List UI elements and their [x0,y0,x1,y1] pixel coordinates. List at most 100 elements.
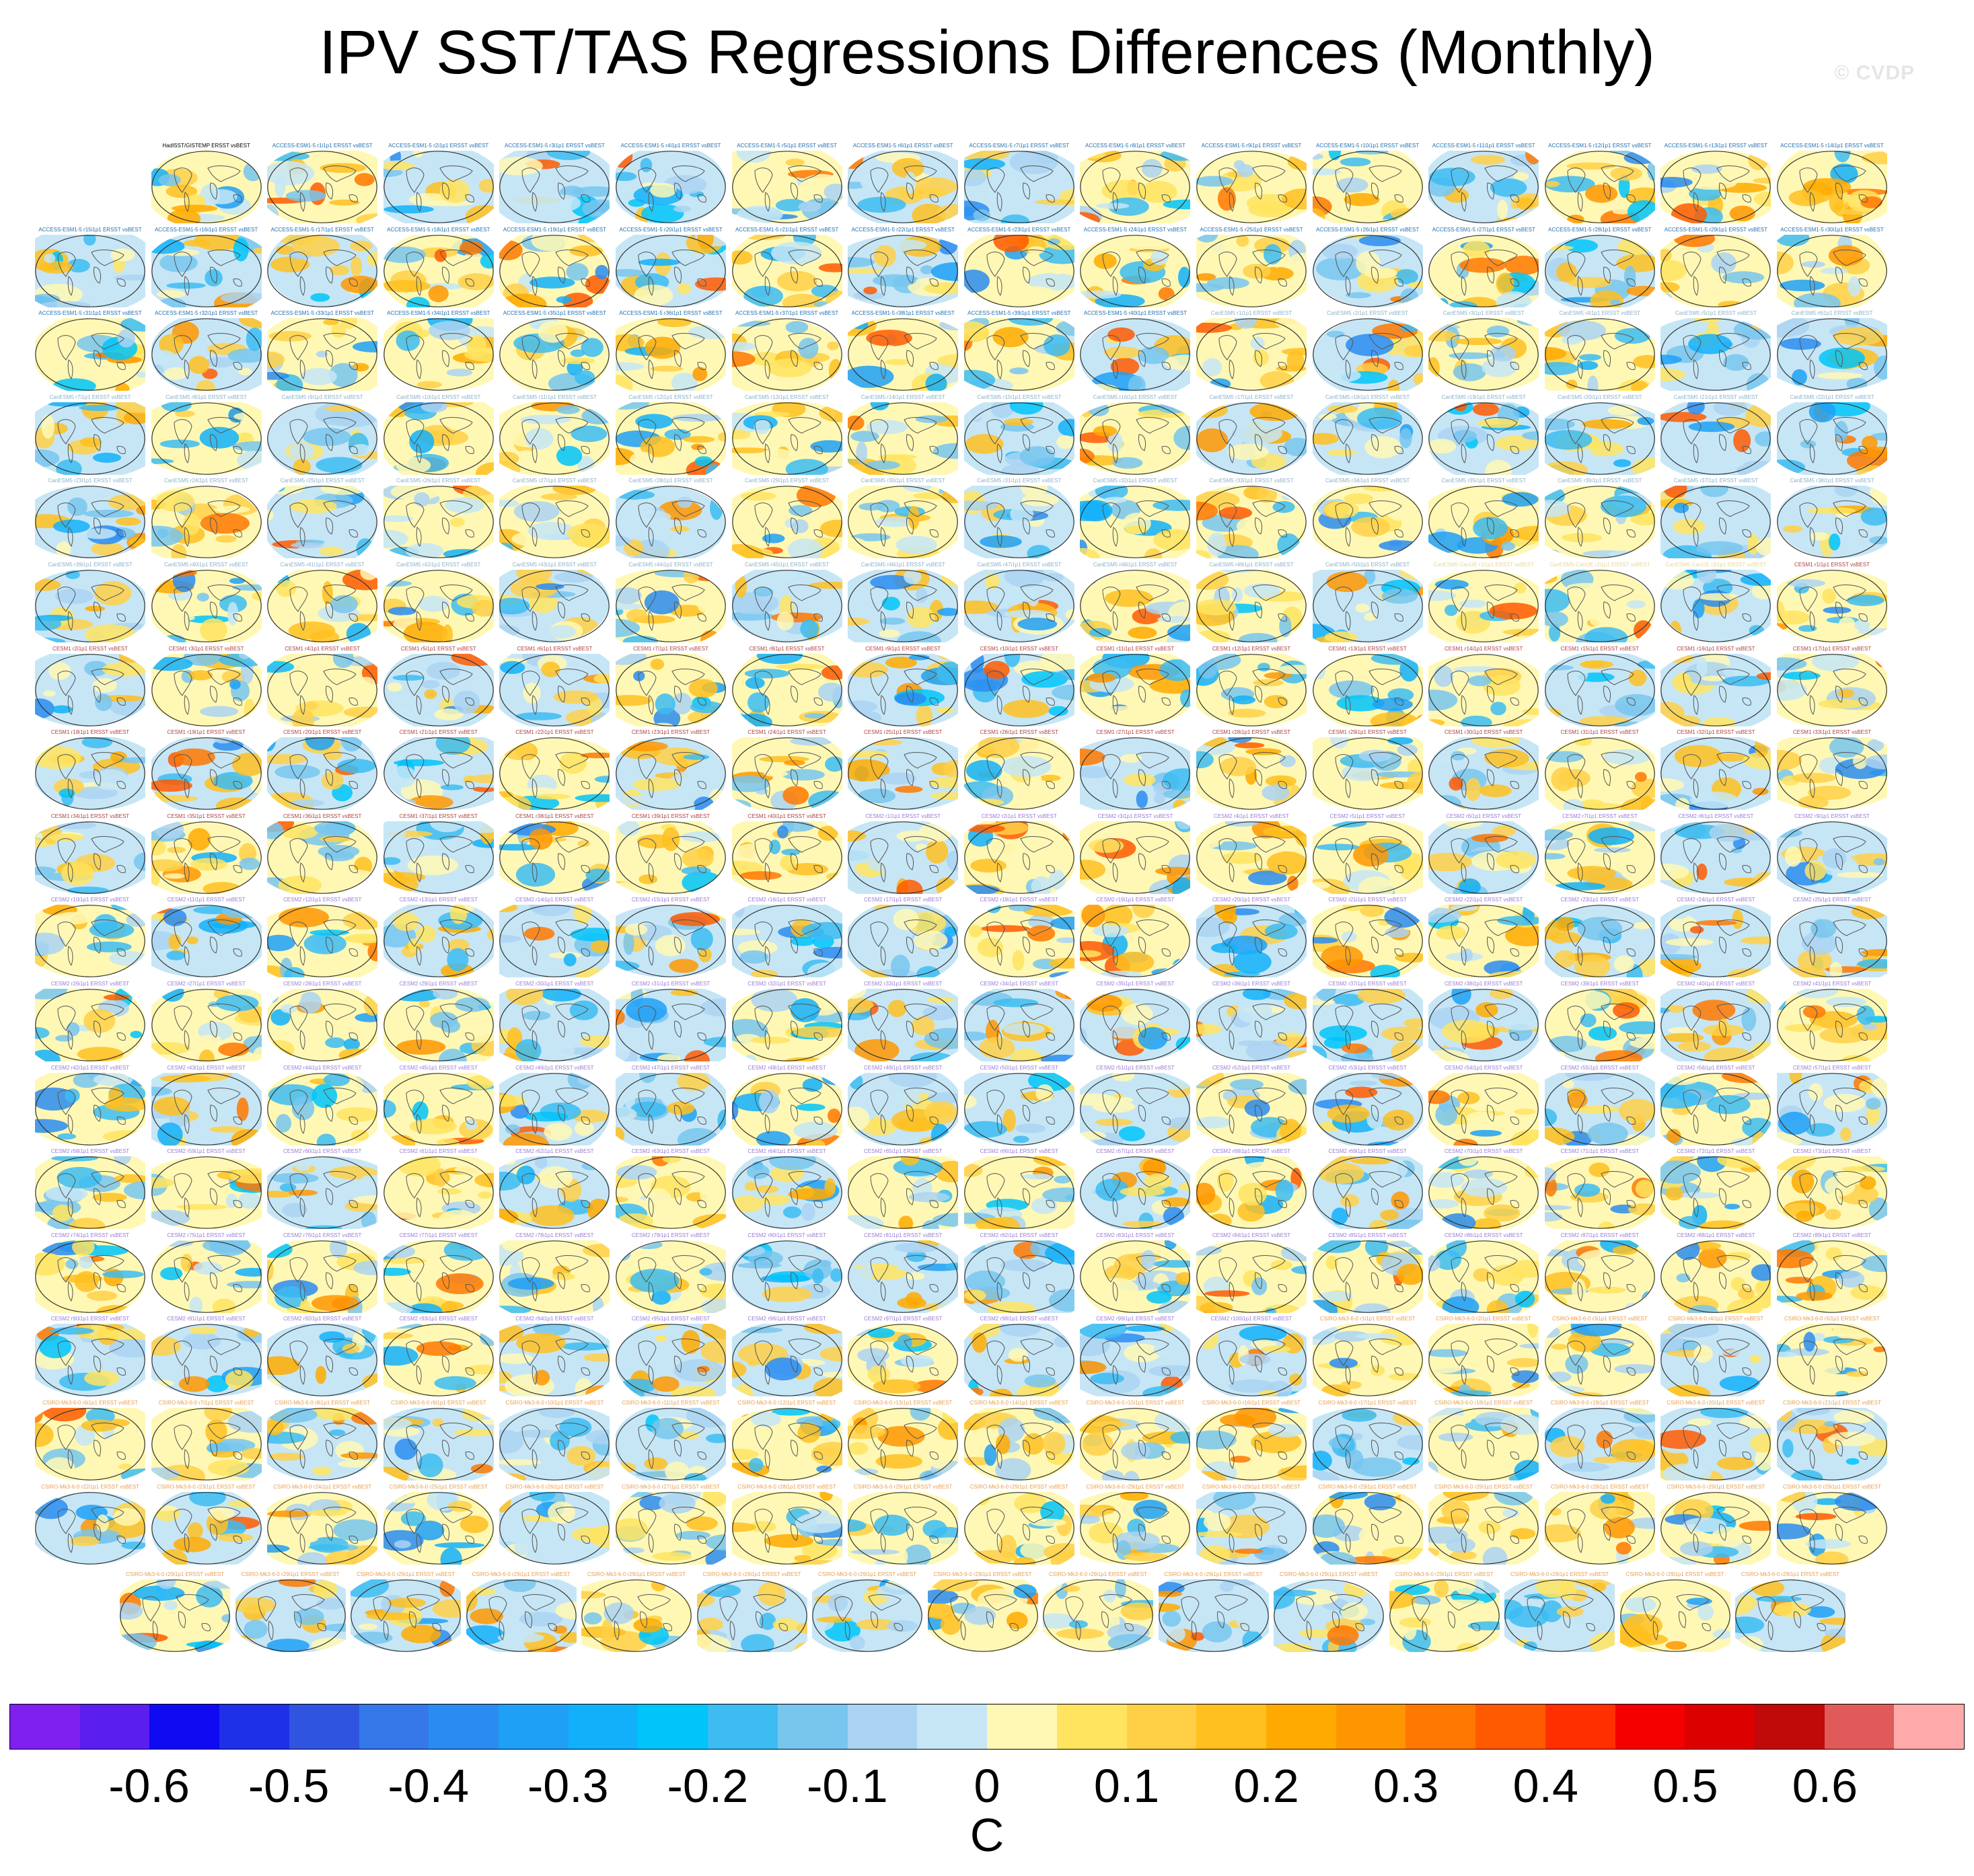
panel-label: ACCESS-ESM1-5 r14i1p1 ERSST vsBEST [1780,143,1884,149]
world-map [35,821,145,894]
world-map [616,1240,726,1313]
map-panel: CESM2 r46i1p1 ERSST vsBEST [499,1065,610,1147]
map-panel: CanESM5 r2i1p1 ERSST vsBEST [1312,310,1423,392]
map-panel: CESM2 r25i1p1 ERSST vsBEST [1777,897,1887,979]
world-map [499,1324,610,1397]
panel-label: CanESM5 r23i1p1 ERSST vsBEST [48,478,133,484]
map-panel: ACCESS-ESM1-5 r27i1p1 ERSST vsBEST [1428,227,1539,309]
world-map [120,1579,230,1653]
world-map [1158,1579,1269,1653]
map-panel: CanESM5 r4i1p1 ERSST vsBEST [1544,310,1655,392]
panel-label: CESM1 r10i1p1 ERSST vsBEST [980,645,1058,652]
map-panel: CESM2 r26i1p1 ERSST vsBEST [35,981,145,1063]
map-panel: CESM2 r33i1p1 ERSST vsBEST [848,981,959,1063]
map-panel: CESM2 r2i1p1 ERSST vsBEST [963,813,1074,895]
panel-label: CESM2 r16i1p1 ERSST vsBEST [747,897,826,903]
panel-label: CSIRO-Mk3-6-0 r29i1p1 ERSST vsBEST [1202,1483,1301,1490]
world-map [731,151,842,223]
map-panel: CanESM5 r12i1p1 ERSST vsBEST [616,394,726,476]
panel-label: CESM1 r19i1p1 ERSST vsBEST [167,729,246,736]
colorbar-swatch [1056,1704,1127,1749]
panel-label: CSIRO-Mk3-6-0 r4i1p1 ERSST vsBEST [1668,1316,1764,1322]
world-map [1428,151,1539,223]
panel-label: CanESM5 r35i1p1 ERSST vsBEST [1441,478,1526,484]
world-map [267,821,378,894]
panel-label: CESM2 r3i1p1 ERSST vsBEST [1097,813,1173,819]
map-panel: CanESM5 r24i1p1 ERSST vsBEST [151,478,262,560]
panel-label: CESM2 r62i1p1 ERSST vsBEST [515,1148,594,1155]
panel-label: CanESM5 r47i1p1 ERSST vsBEST [977,562,1062,568]
panel-label: CanESM5 r16i1p1 ERSST vsBEST [1093,393,1178,400]
panel-label: CSIRO-Mk3-6-0 r29i1p1 ERSST vsBEST [854,1483,953,1490]
colorbar-swatch [847,1704,918,1749]
world-map [383,234,494,307]
panel-label: ACCESS-ESM1-5 r18i1p1 ERSST vsBEST [387,226,490,233]
map-panel: CESM1 r36i1p1 ERSST vsBEST [267,813,378,895]
panel-label: CESM2 r31i1p1 ERSST vsBEST [631,981,710,987]
map-panel: CESM2 r78i1p1 ERSST vsBEST [499,1232,610,1314]
panel-label: CESM2 r46i1p1 ERSST vsBEST [515,1064,594,1071]
map-panel: CSIRO-Mk3-6-0 r14i1p1 ERSST vsBEST [963,1400,1074,1482]
panel-label: CESM1 r13i1p1 ERSST vsBEST [1328,645,1407,652]
map-panel: CSIRO-Mk3-6-0 r12i1p1 ERSST vsBEST [731,1400,842,1482]
map-panel: CESM1 r20i1p1 ERSST vsBEST [267,729,378,811]
panel-label: CESM2 r11i1p1 ERSST vsBEST [167,897,246,903]
world-map [267,486,378,559]
colorbar-swatch [708,1704,778,1749]
map-panel: ACCESS-ESM1-5 r13i1p1 ERSST vsBEST [1660,143,1771,225]
map-panel: CESM2 r89i1p1 ERSST vsBEST [1777,1232,1887,1314]
panel-label: CanESM5-CanOE r2i1p1 ERSST vsBEST [1549,562,1650,568]
world-map [1428,570,1539,642]
world-map [383,402,494,475]
panel-label: CSIRO-Mk3-6-0 r13i1p1 ERSST vsBEST [854,1400,953,1406]
map-panel: CESM2 r15i1p1 ERSST vsBEST [616,897,726,979]
panel-label: CESM2 r9i1p1 ERSST vsBEST [1794,813,1870,819]
panel-label: CESM1 r7i1p1 ERSST vsBEST [633,645,708,652]
world-map [267,402,378,475]
colorbar-swatch [1266,1704,1336,1749]
map-panel: CESM2 r74i1p1 ERSST vsBEST [35,1232,145,1314]
panel-label: CESM2 r44i1p1 ERSST vsBEST [283,1064,362,1071]
map-panel: CanESM5 r38i1p1 ERSST vsBEST [1777,478,1887,560]
world-map [1312,653,1423,726]
colorbar-tick-label: 0.1 [1093,1760,1160,1812]
map-panel: CESM2 r55i1p1 ERSST vsBEST [1544,1065,1655,1147]
panel-label: CESM2 r80i1p1 ERSST vsBEST [747,1232,826,1238]
world-map [1660,1491,1771,1565]
world-map [1660,1072,1771,1146]
panel-label: CSIRO-Mk3-6-0 r6i1p1 ERSST vsBEST [42,1400,138,1406]
world-map [383,1156,494,1230]
panel-label: CESM2 r26i1p1 ERSST vsBEST [50,981,130,987]
world-map [616,737,726,811]
map-panel: CSIRO-Mk3-6-0 r17i1p1 ERSST vsBEST [1312,1400,1423,1482]
world-map [35,234,145,307]
panel-label: CanESM5 r5i1p1 ERSST vsBEST [1675,310,1757,317]
colorbar-tick-label: -0.6 [108,1760,190,1812]
world-map [616,486,726,559]
world-map [1777,570,1887,642]
panel-label: CESM2 r17i1p1 ERSST vsBEST [864,897,943,903]
map-panel: CESM2 r54i1p1 ERSST vsBEST [1428,1065,1539,1147]
panel-label: CSIRO-Mk3-6-0 r14i1p1 ERSST vsBEST [970,1400,1068,1406]
panel-label: ACCESS-ESM1-5 r36i1p1 ERSST vsBEST [619,310,723,317]
world-map [731,1240,842,1313]
world-map [616,1491,726,1565]
world-map [1080,989,1191,1061]
world-map [383,1408,494,1480]
world-map [731,402,842,475]
panel-label: CESM2 r29i1p1 ERSST vsBEST [399,981,478,987]
panel-label: ACCESS-ESM1-5 r19i1p1 ERSST vsBEST [503,226,607,233]
panel-label: CESM1 r26i1p1 ERSST vsBEST [980,729,1058,736]
map-panel: CESM2 r40i1p1 ERSST vsBEST [1660,981,1771,1063]
panel-label: CSIRO-Mk3-6-0 r2i1p1 ERSST vsBEST [1436,1316,1532,1322]
world-map [696,1579,807,1653]
panel-label: CESM2 r77i1p1 ERSST vsBEST [399,1232,478,1238]
map-panel: ACCESS-ESM1-5 r19i1p1 ERSST vsBEST [499,227,610,309]
panel-label: CSIRO-Mk3-6-0 r10i1p1 ERSST vsBEST [505,1400,604,1406]
map-panel: CESM2 r96i1p1 ERSST vsBEST [731,1316,842,1398]
map-panel: CanESM5 r45i1p1 ERSST vsBEST [731,562,842,644]
colorbar-tick-label: -0.1 [807,1760,888,1812]
panel-label: CSIRO-Mk3-6-0 r19i1p1 ERSST vsBEST [1550,1400,1649,1406]
map-panel: CESM2 r20i1p1 ERSST vsBEST [1196,897,1307,979]
world-map [1544,1324,1655,1397]
